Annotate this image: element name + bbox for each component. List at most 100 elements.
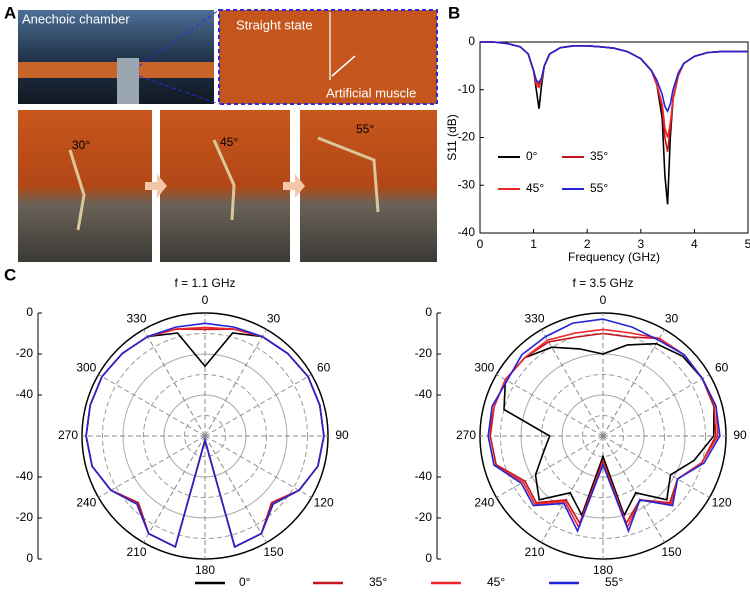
r-tick-label: -40 [16, 387, 34, 401]
r-tick-label: 0 [425, 305, 432, 319]
angle-label: 30 [267, 311, 281, 325]
spoke [204, 435, 267, 543]
photo-straight [218, 9, 438, 105]
spoke [602, 329, 665, 437]
y-tick-label: -20 [458, 130, 476, 144]
arrow [145, 174, 167, 198]
grid-circle [143, 374, 267, 498]
spoke [98, 374, 206, 437]
angle-label: 55° [356, 122, 374, 136]
x-tick-label: 0 [477, 237, 484, 251]
grid-circle [102, 333, 308, 539]
panel-label: A [4, 3, 16, 22]
r-tick-label: -20 [16, 346, 34, 360]
photo-detail [212, 139, 236, 221]
angle-label: 300 [76, 361, 96, 375]
y-tick-label: -30 [458, 177, 476, 191]
angle-label: 210 [524, 545, 544, 559]
series-line [487, 318, 721, 534]
photo-detail [68, 149, 86, 231]
spoke [496, 435, 604, 498]
y-tick-label: -40 [458, 225, 476, 239]
angle-label: 60 [317, 361, 331, 375]
angle-label: 150 [263, 545, 283, 559]
legend-label: 45° [526, 181, 544, 195]
spoke [204, 435, 312, 498]
r-tick-label: -20 [16, 510, 34, 524]
angle-label: 90 [733, 428, 747, 442]
angle-label: 330 [126, 311, 146, 325]
spoke [602, 374, 710, 437]
spoke [143, 435, 206, 543]
angle-label: 240 [474, 496, 494, 510]
y-tick-label: 0 [468, 34, 475, 48]
legend-label: 0° [526, 149, 538, 163]
angle-label: 270 [58, 428, 78, 442]
r-tick-label: 0 [26, 305, 33, 319]
chart-title: f = 3.5 GHz [572, 276, 633, 290]
r-tick-label: 0 [425, 551, 432, 565]
angle-label: 180 [593, 563, 613, 577]
series-line [85, 322, 325, 549]
angle-label: 270 [456, 428, 476, 442]
photo-caption: Straight state [236, 17, 313, 32]
photo-detail [117, 58, 139, 104]
r-tick-label: 0 [26, 551, 33, 565]
r-tick-label: -20 [415, 510, 433, 524]
panel-label: B [448, 3, 460, 22]
angle-label: 120 [712, 496, 732, 510]
x-tick-label: 3 [637, 237, 644, 251]
zoom-line [138, 9, 220, 67]
y-axis-label: S11 (dB) [445, 114, 459, 160]
spoke [496, 374, 604, 437]
spoke [541, 435, 604, 543]
angle-label: 0 [202, 293, 209, 307]
legend-label: 0° [239, 575, 251, 589]
photo-bent [18, 110, 152, 262]
y-tick-label: -10 [458, 82, 476, 96]
zoom-line [138, 75, 220, 105]
legend-label: 35° [369, 575, 387, 589]
r-tick-label: -40 [16, 469, 34, 483]
angle-label: 240 [76, 496, 96, 510]
angle-label: 90 [335, 428, 349, 442]
series-line [480, 41, 748, 152]
chart-title: f = 1.1 GHz [174, 276, 235, 290]
photo-detail [18, 62, 214, 78]
plot-frame [479, 41, 749, 234]
x-axis-label: Frequency (GHz) [568, 250, 660, 264]
photo-bent [160, 110, 290, 262]
spoke [143, 329, 206, 437]
legend-label: 45° [487, 575, 505, 589]
series-line [480, 41, 748, 138]
legend-label: 55° [590, 181, 608, 195]
photo-chamber [18, 10, 214, 104]
angle-label: 150 [661, 545, 681, 559]
photo-bent [300, 110, 437, 262]
photo-caption: Anechoic chamber [22, 11, 130, 26]
angle-label: 330 [524, 311, 544, 325]
spoke [602, 435, 710, 498]
angle-label: 120 [314, 496, 334, 510]
legend-label: 55° [605, 575, 623, 589]
series-line [480, 41, 748, 114]
x-tick-label: 1 [530, 237, 537, 251]
panel-label: C [4, 265, 16, 284]
series-line [480, 41, 748, 205]
angle-label: 30° [72, 138, 90, 152]
photo-caption: Artificial muscle [326, 85, 416, 100]
spoke [204, 329, 267, 437]
x-tick-label: 4 [691, 237, 698, 251]
angle-label: 45° [220, 135, 238, 149]
series-line [503, 342, 715, 518]
angle-label: 30 [665, 311, 679, 325]
angle-label: 0 [600, 293, 607, 307]
x-tick-label: 2 [584, 237, 591, 251]
r-tick-label: -40 [415, 387, 433, 401]
angle-label: 210 [126, 545, 146, 559]
angle-label: 180 [195, 563, 215, 577]
r-tick-label: -40 [415, 469, 433, 483]
angle-label: 60 [715, 361, 729, 375]
arrow [283, 174, 305, 198]
